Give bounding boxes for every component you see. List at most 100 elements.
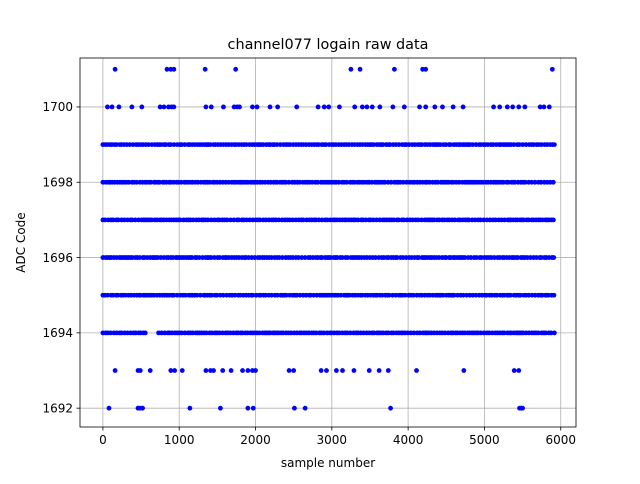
data-point — [313, 330, 319, 336]
data-point — [276, 217, 282, 223]
data-point — [510, 104, 516, 110]
data-point — [385, 368, 391, 373]
data-point — [233, 66, 239, 72]
data-point — [172, 368, 178, 373]
data-point — [161, 104, 167, 110]
data-point — [347, 330, 353, 336]
data-point — [237, 104, 242, 110]
data-point — [109, 104, 115, 110]
data-point — [177, 217, 183, 223]
data-point — [504, 104, 510, 110]
data-point — [197, 292, 203, 298]
axes-frame — [79, 57, 577, 428]
data-point — [203, 104, 209, 110]
data-point — [551, 255, 557, 260]
data-point — [171, 104, 177, 110]
y-tick-label: 1692 — [42, 401, 73, 415]
data-point — [116, 104, 122, 110]
data-point — [208, 104, 214, 110]
data-point — [451, 292, 457, 298]
data-point — [511, 142, 517, 148]
x-tick-label: 4000 — [393, 433, 424, 447]
data-point — [224, 217, 230, 223]
data-point — [196, 255, 202, 260]
data-point — [286, 368, 292, 373]
data-point — [316, 142, 321, 148]
data-point — [359, 104, 365, 110]
data-point — [461, 368, 467, 373]
data-point — [386, 292, 392, 298]
y-axis-label: ADC Code — [14, 212, 28, 272]
data-point — [549, 66, 555, 72]
data-point — [299, 255, 305, 260]
data-point — [520, 405, 525, 411]
data-point — [205, 217, 211, 223]
data-point — [302, 405, 308, 411]
data-point — [423, 66, 429, 72]
data-point — [517, 292, 523, 298]
data-point — [352, 104, 358, 110]
data-point — [388, 179, 394, 185]
data-point — [228, 368, 234, 373]
data-point — [132, 217, 138, 223]
data-point — [497, 104, 503, 110]
data-point — [520, 142, 526, 148]
data-point — [333, 368, 339, 373]
data-point — [275, 104, 281, 110]
data-point — [292, 405, 297, 411]
data-point — [511, 368, 517, 373]
data-point — [221, 104, 226, 110]
data-point — [202, 66, 208, 72]
data-point — [105, 104, 110, 110]
data-point — [450, 104, 456, 110]
data-point — [245, 405, 251, 411]
data-point — [146, 142, 151, 148]
data-point — [231, 217, 237, 223]
data-point — [532, 179, 538, 185]
data-point — [168, 368, 174, 373]
data-point — [537, 104, 543, 110]
data-point — [516, 368, 522, 373]
data-point — [279, 255, 285, 260]
data-point — [460, 104, 466, 110]
data-point — [417, 104, 422, 110]
data-point — [106, 405, 112, 411]
data-point — [315, 104, 321, 110]
data-point — [526, 292, 532, 298]
data-point — [377, 104, 383, 110]
data-point — [157, 104, 163, 110]
data-point — [171, 142, 177, 148]
data-point — [291, 368, 297, 373]
data-point — [321, 104, 327, 110]
ticks: 0 1000 2000 3000 4000 5000 6000 1692 1694 1696 169… — [42, 100, 576, 447]
data-point — [318, 368, 324, 373]
data-point — [250, 405, 256, 411]
data-point — [423, 104, 429, 110]
data-point — [382, 179, 388, 185]
data-point — [522, 104, 528, 110]
data-point — [114, 142, 119, 148]
chart-title: channel077 logain raw data — [228, 37, 429, 53]
data-point — [466, 217, 472, 223]
x-tick-label: 6000 — [545, 433, 576, 447]
data-point — [340, 368, 345, 373]
data-point — [351, 368, 357, 373]
data-point — [371, 330, 377, 336]
data-point — [203, 330, 209, 336]
data-point — [390, 104, 396, 110]
data-point — [108, 330, 113, 336]
data-point — [470, 142, 475, 148]
data-point — [508, 292, 514, 298]
data-point — [326, 104, 332, 110]
y-tick-label: 1696 — [42, 251, 73, 265]
data-point — [355, 217, 361, 223]
data-point — [522, 179, 528, 185]
data-point — [337, 104, 342, 110]
data-point — [456, 179, 462, 185]
data-points — [100, 66, 557, 411]
data-point — [217, 255, 223, 260]
data-point — [380, 142, 386, 148]
data-point — [168, 142, 174, 148]
